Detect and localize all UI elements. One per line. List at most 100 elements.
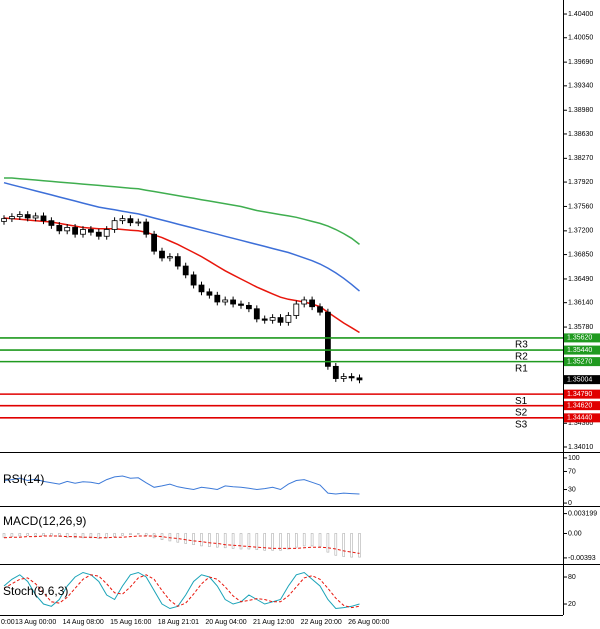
candle-body (127, 218, 134, 224)
pivot-level-price: 1.34440 (567, 415, 592, 422)
candle-body (56, 225, 63, 232)
y-tick-label: 1.35780 (568, 324, 593, 331)
candle-body (72, 227, 78, 235)
histogram-bar (208, 533, 211, 547)
histogram-bar (89, 533, 93, 539)
y-tick-label: 1.40400 (568, 11, 593, 18)
pivot-level-box (564, 413, 600, 423)
histogram-bar (334, 533, 338, 556)
y-tick-label: 0.003199 (568, 510, 597, 517)
pivot-level-price: 1.35440 (567, 347, 592, 354)
moving-average (3, 217, 360, 334)
candle-body (103, 229, 110, 237)
candle-body (159, 250, 165, 259)
histogram-bar (144, 533, 148, 536)
candle-body (40, 215, 47, 222)
indicator-line (3, 574, 360, 609)
histogram-bar (18, 533, 22, 537)
y-tick-label: 70 (568, 468, 576, 475)
candle-body (222, 299, 229, 303)
histogram-bar (73, 533, 77, 539)
candle-body (261, 318, 268, 321)
candle-body (48, 220, 55, 226)
histogram-bar (176, 533, 180, 543)
y-tick-label: 1.36140 (568, 300, 593, 307)
indicator-line (3, 571, 360, 610)
candle-body (151, 233, 158, 252)
time-label: 20 Aug 04:00 (205, 619, 246, 626)
y-tick-label: 1.40050 (568, 35, 593, 42)
time-label: 18 Aug 21:01 (158, 619, 199, 626)
indicator-title: RSI(14) (3, 472, 44, 486)
pivot-level-name: S3 (515, 419, 528, 430)
histogram-bar (294, 533, 298, 548)
candle-body (332, 365, 339, 379)
y-tick-label: 1.37920 (568, 179, 593, 186)
pivot-level-box (564, 357, 600, 367)
y-tick-label: 80 (568, 574, 576, 581)
candle-body (269, 317, 276, 321)
pivot-level-box (564, 333, 600, 343)
pivot-level-price: 1.34790 (567, 391, 592, 398)
candle-body (88, 229, 94, 233)
pivot-level-name: S2 (515, 407, 528, 418)
candle-body (198, 284, 205, 293)
histogram-bar (350, 533, 353, 558)
candle-body (95, 231, 102, 237)
time-label: 0:00 (1, 619, 15, 626)
candle-body (143, 221, 150, 235)
histogram-bar (247, 533, 251, 550)
time-label: 13 Aug 00:00 (15, 619, 56, 626)
pivot-level-name: S1 (515, 396, 528, 407)
candle-body (1, 218, 7, 222)
candle-body (356, 377, 363, 381)
time-label: 21 Aug 12:00 (253, 619, 294, 626)
histogram-bar (137, 533, 140, 535)
histogram-bar (231, 533, 235, 549)
histogram-bar (310, 533, 314, 547)
candle-body (206, 291, 213, 296)
y-tick-label: 1.38630 (568, 131, 593, 138)
candle-body (348, 376, 355, 379)
candle-body (277, 317, 284, 323)
histogram-bar (239, 533, 243, 550)
histogram-bar (34, 533, 37, 536)
y-tick-label: 1.36490 (568, 276, 593, 283)
candle-body (64, 227, 71, 232)
y-tick-label: 1.36850 (568, 251, 593, 258)
histogram-bar (105, 533, 108, 539)
signal-line (3, 535, 360, 554)
pivot-level-price: 1.34620 (567, 402, 592, 409)
candle-body (16, 214, 23, 218)
candle-body (293, 303, 300, 316)
current-price-box (564, 375, 600, 385)
histogram-bar (184, 533, 187, 544)
pivot-level-name: R1 (515, 363, 528, 374)
candle-body (174, 256, 181, 267)
candle-body (285, 315, 292, 323)
histogram-bar (65, 533, 69, 538)
candle-body (119, 218, 126, 222)
y-tick-label: 1.34010 (568, 444, 593, 451)
candle-body (317, 306, 323, 313)
pivot-level-price: 1.35270 (567, 358, 592, 365)
candle-body (214, 294, 221, 303)
moving-average (4, 177, 360, 245)
histogram-bar (26, 533, 30, 536)
candle-body (245, 304, 252, 310)
pivot-level-price: 1.35620 (567, 335, 592, 342)
y-tick-label: 20 (568, 601, 576, 608)
y-tick-label: 1.38270 (568, 155, 593, 162)
candle-body (166, 256, 173, 259)
histogram-bar (121, 533, 124, 536)
candle-body (309, 299, 316, 308)
histogram-bar (318, 533, 322, 547)
histogram-bar (10, 533, 14, 537)
histogram-bar (2, 533, 6, 538)
candle-body (190, 274, 197, 286)
histogram-bar (81, 533, 85, 539)
histogram-bar (200, 533, 203, 547)
candle-body (301, 299, 308, 305)
